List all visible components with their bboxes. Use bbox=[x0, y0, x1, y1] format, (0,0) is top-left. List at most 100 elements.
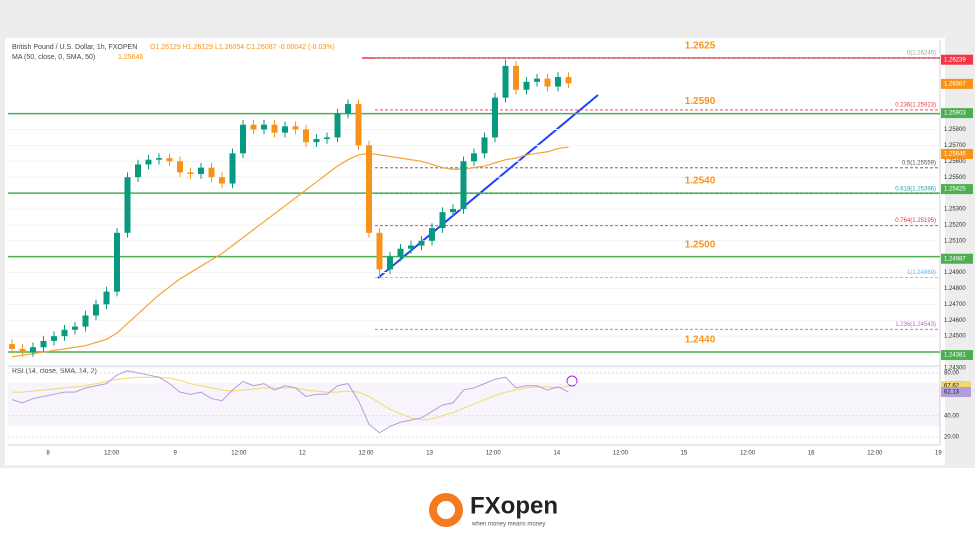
rsi-tag-label: 67.62 bbox=[944, 384, 960, 390]
candle-body bbox=[30, 347, 36, 353]
rsi-tick-label: 40.00 bbox=[944, 413, 960, 419]
candle-body bbox=[534, 78, 540, 82]
candle-body bbox=[471, 153, 477, 162]
candle-body bbox=[114, 232, 120, 292]
price-tag-label: 1.25425 bbox=[944, 187, 966, 193]
y-tick-label: 1.25300 bbox=[944, 207, 966, 213]
candle-body bbox=[145, 159, 152, 165]
event-icon bbox=[566, 375, 578, 387]
candle-body bbox=[124, 177, 131, 233]
candle-body bbox=[51, 336, 57, 341]
level-label: 1.2540 bbox=[685, 176, 716, 187]
level-label: 1.2625 bbox=[685, 41, 716, 52]
footer bbox=[0, 468, 975, 536]
rsi-sma-line bbox=[12, 376, 569, 421]
candle-body bbox=[481, 137, 488, 154]
price-tag-label: 1.24381 bbox=[944, 353, 966, 359]
candle-body bbox=[229, 153, 236, 184]
rsi-tag bbox=[941, 387, 971, 398]
trend-line bbox=[377, 94, 599, 279]
rsi-tick-label: 20.00 bbox=[944, 435, 960, 441]
ma-label: MA (50, close, 0, SMA, 50) bbox=[12, 54, 95, 61]
candle-body bbox=[82, 315, 89, 327]
candle-body bbox=[565, 77, 572, 84]
candle-body bbox=[198, 167, 204, 175]
price-tag bbox=[941, 184, 973, 195]
candle-body bbox=[19, 348, 26, 353]
price-tag bbox=[941, 350, 973, 361]
x-tick-label: 9 bbox=[174, 451, 178, 457]
y-tick-label: 1.24700 bbox=[944, 302, 966, 308]
ma-value: 1.25646 bbox=[118, 54, 143, 61]
candle-body bbox=[61, 329, 68, 337]
candle-body bbox=[502, 65, 509, 98]
candle-body bbox=[103, 291, 110, 305]
candle-body bbox=[9, 344, 15, 349]
level-label: 1.2440 bbox=[685, 335, 716, 346]
rsi-band bbox=[8, 383, 940, 427]
candle-body bbox=[93, 304, 99, 316]
tagline: when money means money bbox=[471, 522, 545, 528]
price-tag-label: 1.25646 bbox=[944, 152, 966, 158]
candle-body bbox=[187, 172, 194, 175]
rsi-line bbox=[11, 370, 569, 434]
candle-body bbox=[492, 97, 498, 138]
x-tick-label: 19 bbox=[935, 451, 942, 457]
level-label: 1.2590 bbox=[685, 96, 716, 107]
candle-body bbox=[334, 113, 341, 138]
x-tick-label: 12:00 bbox=[867, 451, 883, 457]
fib-label: 0.5(1.25559) bbox=[902, 160, 936, 166]
ma-line bbox=[11, 146, 569, 358]
candle-body bbox=[240, 124, 246, 154]
candle-body bbox=[271, 124, 278, 133]
rsi-tag bbox=[941, 381, 971, 392]
x-tick-label: 14 bbox=[553, 451, 560, 457]
candle-body bbox=[166, 158, 173, 162]
y-tick-label: 1.24900 bbox=[944, 270, 966, 276]
candle-body bbox=[72, 326, 78, 330]
x-tick-label: 16 bbox=[808, 451, 815, 457]
candle-body bbox=[450, 208, 456, 213]
candle-body bbox=[345, 104, 351, 114]
candle-body bbox=[439, 212, 446, 229]
x-tick-label: 12:00 bbox=[231, 451, 247, 457]
candle-body bbox=[282, 126, 288, 133]
fib-label: 0.618(1.25396) bbox=[895, 186, 936, 192]
rsi-label: RSI (14, close, SMA, 14, 2) bbox=[12, 368, 97, 375]
candle-body bbox=[418, 240, 425, 246]
rsi-tag-label: 62.13 bbox=[944, 390, 960, 396]
fib-label: 0.236(1.25923) bbox=[895, 103, 936, 109]
candle-body bbox=[555, 77, 561, 87]
x-tick-label: 12:00 bbox=[740, 451, 756, 457]
chart-title: British Pound / U.S. Dollar, 1h, FXOPEN bbox=[12, 44, 137, 51]
candle-body bbox=[292, 126, 299, 130]
candle-body bbox=[313, 139, 320, 143]
candle-body bbox=[135, 164, 141, 178]
price-tag bbox=[941, 148, 973, 159]
candle-body bbox=[355, 104, 362, 146]
brand: FXopen bbox=[470, 492, 558, 519]
candle-body bbox=[261, 124, 267, 130]
y-tick-label: 1.25100 bbox=[944, 238, 966, 244]
candle-body bbox=[429, 228, 435, 241]
price-tag bbox=[941, 54, 973, 65]
candle-body bbox=[544, 78, 551, 87]
fib-label: 1(1.24869) bbox=[907, 270, 936, 276]
fib-label: 0.764(1.25195) bbox=[895, 218, 936, 224]
candle-body bbox=[40, 340, 47, 348]
candle-body bbox=[513, 65, 519, 90]
candle-body bbox=[397, 248, 404, 257]
candle-body bbox=[208, 167, 215, 178]
x-tick-label: 12:00 bbox=[486, 451, 502, 457]
candle-body bbox=[250, 124, 257, 130]
x-tick-label: 12 bbox=[299, 451, 306, 457]
y-tick-label: 1.24800 bbox=[944, 286, 966, 292]
price-tag-label: 1.25903 bbox=[944, 111, 966, 117]
y-tick-label: 1.25200 bbox=[944, 222, 966, 228]
logo-icon-inner bbox=[437, 501, 455, 519]
candle-body bbox=[376, 232, 383, 270]
candle-body bbox=[219, 177, 225, 184]
x-tick-label: 12:00 bbox=[104, 451, 120, 457]
